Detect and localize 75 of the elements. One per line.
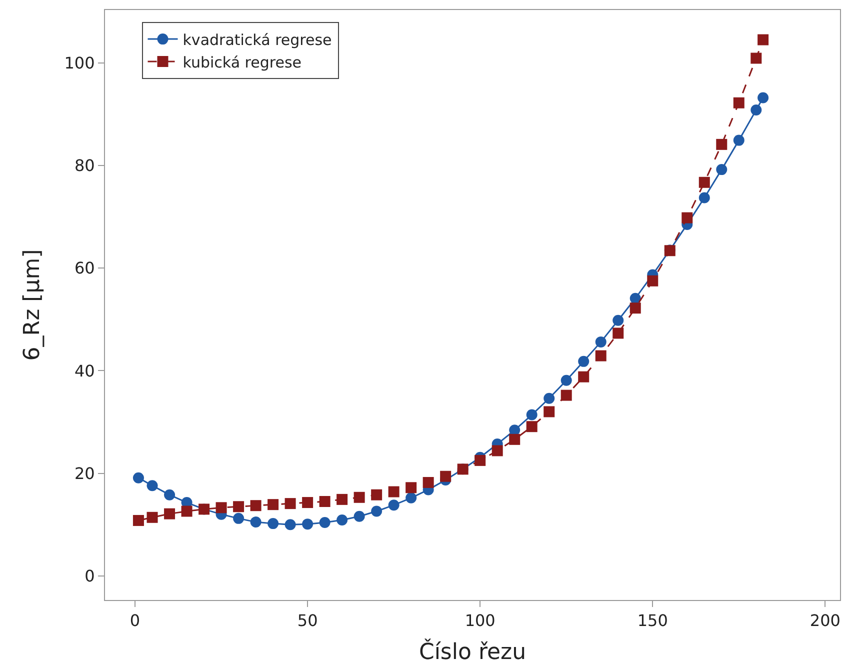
y-tick-label: 0 xyxy=(84,566,95,586)
x-tick-label: 0 xyxy=(130,611,140,630)
y-tick-label: 20 xyxy=(74,464,95,483)
point xyxy=(612,314,624,326)
point xyxy=(544,392,555,404)
point xyxy=(758,34,769,46)
point xyxy=(406,482,417,494)
point xyxy=(440,470,452,482)
point xyxy=(716,164,728,176)
point xyxy=(233,501,244,512)
point xyxy=(284,498,296,510)
point xyxy=(578,356,590,367)
y-axis-title: 6_Rz [µm] xyxy=(20,249,46,361)
point xyxy=(132,514,144,526)
point xyxy=(216,502,227,514)
point xyxy=(733,134,744,146)
point xyxy=(268,518,279,530)
point xyxy=(630,302,641,314)
point xyxy=(319,517,330,528)
point xyxy=(250,500,262,512)
point xyxy=(750,52,762,64)
point xyxy=(132,472,144,484)
point xyxy=(492,445,503,456)
point xyxy=(406,492,417,504)
point xyxy=(284,519,296,530)
point xyxy=(595,350,606,362)
point xyxy=(647,275,658,286)
point xyxy=(544,406,555,418)
point xyxy=(716,138,728,150)
point xyxy=(560,374,572,386)
point xyxy=(388,486,400,498)
point xyxy=(509,434,520,445)
point xyxy=(612,328,624,339)
point xyxy=(422,477,434,488)
y-tick-label: 60 xyxy=(74,258,95,278)
point xyxy=(595,336,606,348)
point xyxy=(233,512,244,524)
point xyxy=(268,499,279,510)
point xyxy=(474,454,486,466)
point xyxy=(371,489,382,500)
point xyxy=(578,371,590,382)
legend-label: kubická regrese xyxy=(182,53,302,72)
point xyxy=(682,212,693,224)
x-tick-label: 50 xyxy=(297,611,318,630)
point xyxy=(319,496,330,507)
point xyxy=(698,192,710,204)
y-tick-label: 40 xyxy=(74,361,95,380)
x-axis-title: Číslo řezu xyxy=(418,638,526,666)
point xyxy=(146,480,158,492)
x-tick-label: 200 xyxy=(810,611,840,630)
y-tick-label: 100 xyxy=(64,53,95,72)
x-tick-label: 100 xyxy=(464,611,496,630)
point xyxy=(146,512,158,523)
point xyxy=(526,409,538,420)
point xyxy=(371,506,382,517)
legend-label: kvadratická regrese xyxy=(182,30,332,49)
point xyxy=(733,97,744,108)
point xyxy=(302,497,314,508)
x-tick-label: 150 xyxy=(637,611,668,630)
point xyxy=(164,508,176,520)
point xyxy=(388,500,400,511)
point xyxy=(758,92,769,104)
point xyxy=(526,421,538,432)
point xyxy=(336,514,348,526)
y-tick-label: 80 xyxy=(74,156,95,176)
point xyxy=(181,506,192,517)
point xyxy=(354,510,365,522)
point xyxy=(354,492,365,503)
point xyxy=(336,494,348,505)
point xyxy=(750,104,762,116)
point xyxy=(302,518,314,530)
point xyxy=(698,176,710,188)
point xyxy=(164,489,176,500)
point xyxy=(560,390,572,401)
point xyxy=(250,516,262,528)
